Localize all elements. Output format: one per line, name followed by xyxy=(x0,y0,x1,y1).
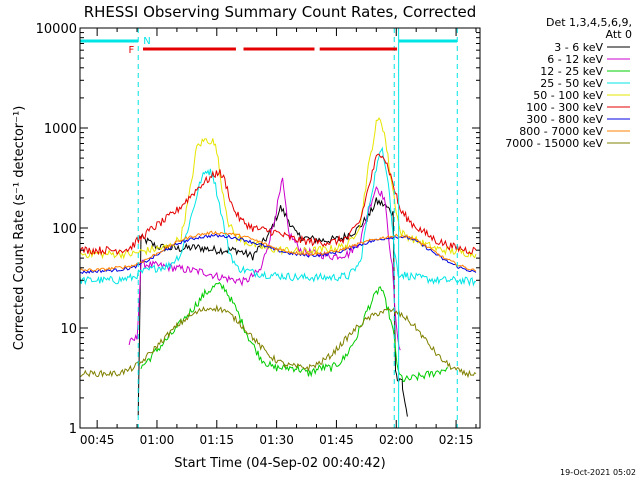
legend-label: 3 - 6 keV xyxy=(554,41,603,54)
series-layer xyxy=(80,117,477,417)
legend-label: 800 - 7000 keV xyxy=(519,125,603,138)
x-tick-label: 02:15 xyxy=(439,433,474,447)
y-tick-label: 10000 xyxy=(36,22,77,37)
night-flag-label: N xyxy=(143,36,150,47)
x-axis-label: Start Time (04-Sep-02 00:40:42) xyxy=(174,456,385,471)
y-tick-label: 1 xyxy=(69,422,77,437)
legend-header-line-1: Det 1,3,4,5,6,9, xyxy=(546,16,632,29)
x-tick-label: 00:45 xyxy=(80,433,115,447)
legend-header-line-2: Att 0 xyxy=(606,28,632,41)
footer-date: 19-Oct-2021 05:02 xyxy=(560,468,636,477)
series-line-4 xyxy=(80,146,477,287)
legend-label: 12 - 25 keV xyxy=(540,65,603,78)
legend-label: 50 - 100 keV xyxy=(533,89,603,102)
series-line-1 xyxy=(137,197,408,417)
x-tick-label: 01:00 xyxy=(140,433,175,447)
overlay-layer: FN xyxy=(79,28,458,428)
y-tick-label: 1000 xyxy=(44,122,77,137)
chart-title: RHESSI Observing Summary Count Rates, Co… xyxy=(84,3,477,21)
axes-layer: 00:45 01:00 01:15 01:30 01:45 02:00 02:15 1 10 10… xyxy=(36,22,480,447)
legend-label: 6 - 12 keV xyxy=(547,53,603,66)
series-line-9 xyxy=(80,304,477,379)
x-tick-label: 01:45 xyxy=(319,433,354,447)
y-axis-label: Corrected Count Rate (s⁻¹ detector⁻¹) xyxy=(12,106,27,351)
series-line-7 xyxy=(80,233,477,274)
legend-label: 25 - 50 keV xyxy=(540,77,603,90)
series-line-2 xyxy=(128,177,401,351)
y-tick-label: 100 xyxy=(52,222,77,237)
x-tick-label: 02:00 xyxy=(379,433,414,447)
series-line-8 xyxy=(80,230,477,272)
x-tick-label: 01:30 xyxy=(259,433,294,447)
series-line-3 xyxy=(140,281,449,383)
legend-label: 7000 - 15000 keV xyxy=(505,137,603,150)
flare-flag-label: F xyxy=(128,45,134,56)
x-tick-label: 01:15 xyxy=(199,433,234,447)
legend-label: 100 - 300 keV xyxy=(526,101,603,114)
series-line-6 xyxy=(80,153,477,256)
y-tick-label: 10 xyxy=(60,322,77,337)
legend-label: 300 - 800 keV xyxy=(526,113,603,126)
